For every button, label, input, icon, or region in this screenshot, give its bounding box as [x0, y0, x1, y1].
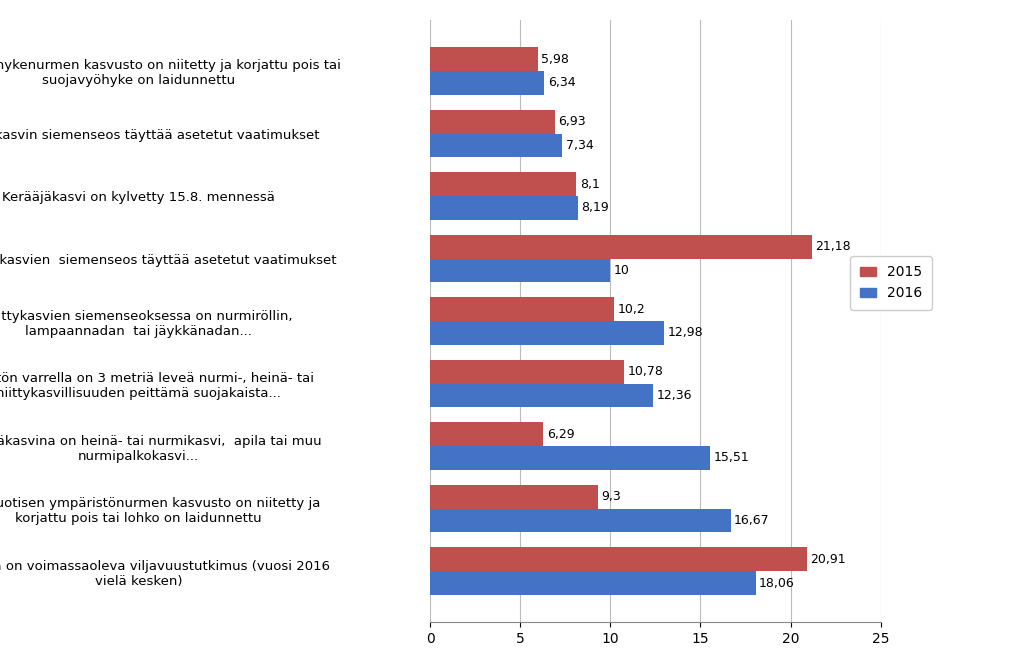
Text: 20,91: 20,91: [811, 553, 846, 566]
Text: 9,3: 9,3: [601, 491, 621, 503]
Text: 5,98: 5,98: [542, 52, 569, 66]
Bar: [430, 321, 664, 345]
Bar: [430, 172, 577, 196]
Text: 6,29: 6,29: [547, 428, 574, 441]
Text: 8,1: 8,1: [580, 177, 599, 191]
Text: 10,2: 10,2: [617, 303, 645, 316]
Text: 6,93: 6,93: [558, 115, 586, 128]
Text: 10: 10: [614, 264, 630, 277]
Text: 16,67: 16,67: [734, 514, 770, 527]
Bar: [430, 360, 625, 383]
Legend: 2015, 2016: 2015, 2016: [850, 256, 932, 310]
Bar: [430, 383, 653, 407]
Text: 10,78: 10,78: [628, 365, 664, 378]
Bar: [430, 508, 730, 532]
Bar: [430, 110, 555, 134]
Bar: [430, 196, 578, 220]
Text: 12,36: 12,36: [656, 389, 692, 402]
Bar: [430, 446, 710, 470]
Text: 18,06: 18,06: [759, 577, 795, 590]
Bar: [430, 71, 545, 95]
Bar: [430, 297, 614, 321]
Bar: [430, 47, 538, 71]
Text: 8,19: 8,19: [582, 201, 609, 214]
Bar: [430, 235, 812, 259]
Bar: [430, 134, 562, 158]
Text: 7,34: 7,34: [566, 139, 594, 152]
Text: 21,18: 21,18: [815, 240, 851, 253]
Bar: [430, 422, 544, 446]
Text: 12,98: 12,98: [668, 326, 703, 340]
Bar: [430, 259, 610, 282]
Bar: [430, 571, 756, 595]
Text: 6,34: 6,34: [548, 76, 575, 89]
Text: 15,51: 15,51: [713, 451, 749, 465]
Bar: [430, 485, 598, 508]
Bar: [430, 547, 807, 571]
